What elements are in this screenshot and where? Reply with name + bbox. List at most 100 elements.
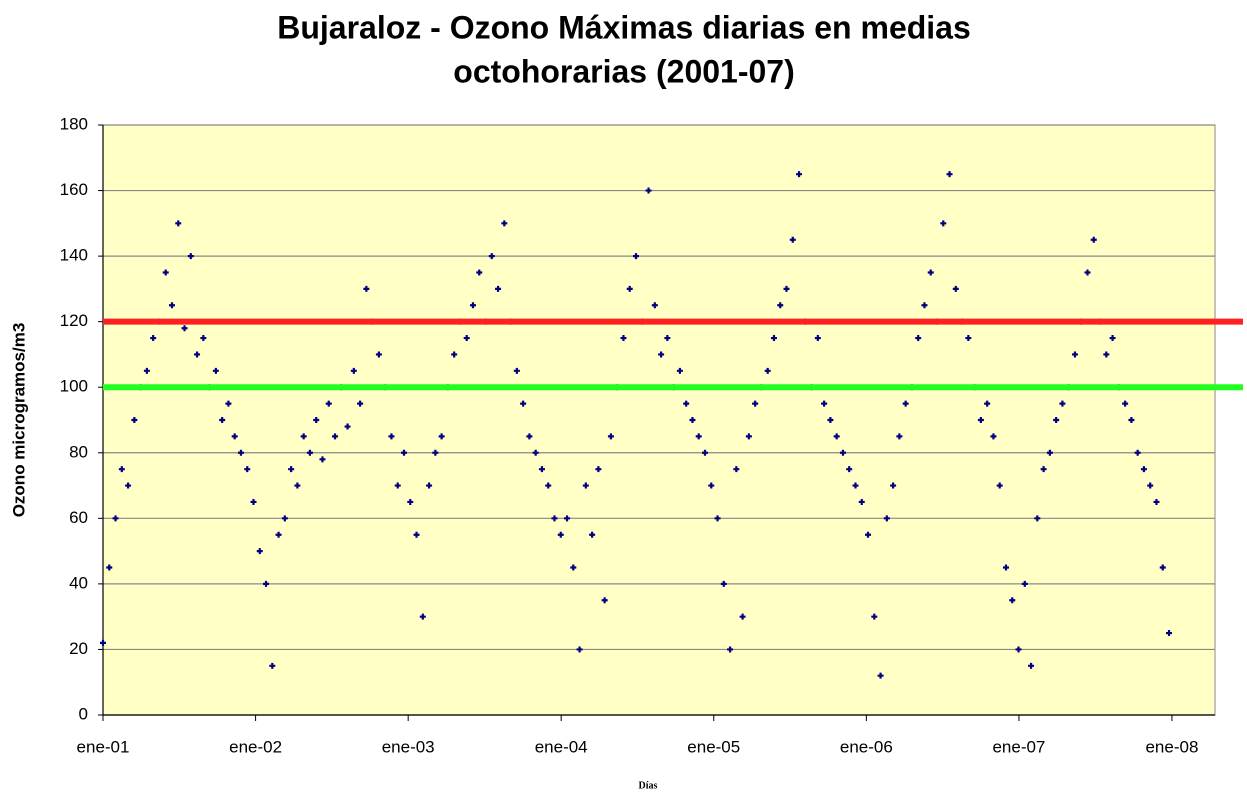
point [476, 269, 483, 276]
point [275, 531, 282, 538]
point [990, 433, 997, 440]
point [564, 515, 571, 522]
point [582, 482, 589, 489]
x-tick-label: ene-01 [77, 737, 130, 756]
point [1109, 335, 1116, 342]
point [965, 335, 972, 342]
point [269, 662, 276, 669]
point [438, 433, 445, 440]
point [1021, 580, 1028, 587]
point [896, 433, 903, 440]
point [984, 400, 991, 407]
point [150, 335, 157, 342]
y-tick-label: 140 [60, 246, 88, 265]
point [645, 187, 652, 194]
point [865, 531, 872, 538]
point [520, 400, 527, 407]
point [871, 613, 878, 620]
point [921, 302, 928, 309]
point [915, 335, 922, 342]
point [701, 449, 708, 456]
point [426, 482, 433, 489]
point [407, 498, 414, 505]
point [419, 613, 426, 620]
point [1015, 646, 1022, 653]
x-tick-label: ene-02 [229, 737, 282, 756]
point [626, 285, 633, 292]
point [658, 351, 665, 358]
x-tick-label: ene-04 [535, 737, 588, 756]
point [827, 417, 834, 423]
point [1090, 236, 1097, 243]
point [375, 351, 382, 358]
point [890, 482, 897, 489]
point [394, 482, 401, 489]
point [451, 351, 458, 358]
point [739, 613, 746, 620]
point [357, 400, 364, 407]
point [363, 285, 370, 292]
point [1159, 564, 1166, 571]
point [1166, 630, 1173, 637]
point [413, 531, 420, 538]
y-axis-label: Ozono microgramos/m3 [9, 323, 28, 518]
point [664, 335, 671, 342]
point [676, 367, 683, 374]
point [112, 515, 119, 522]
point [1140, 466, 1147, 473]
point [306, 449, 313, 456]
point [300, 433, 307, 440]
point [977, 417, 984, 423]
point [350, 367, 357, 374]
point [513, 367, 520, 374]
point [1071, 351, 1078, 358]
chart-title: Bujaraloz - Ozono Máximas diarias en med… [277, 9, 971, 45]
point [902, 400, 909, 407]
point [833, 433, 840, 440]
point [633, 253, 640, 260]
point [770, 335, 777, 342]
point [281, 515, 288, 522]
point [689, 417, 696, 423]
point [752, 400, 759, 407]
plot-area [102, 124, 1216, 716]
point [106, 564, 113, 571]
point [263, 580, 270, 587]
point [595, 466, 602, 473]
point [388, 433, 395, 440]
point [294, 482, 301, 489]
point [244, 466, 251, 473]
point [488, 253, 495, 260]
x-tick-label: ene-07 [992, 737, 1045, 756]
point [946, 171, 953, 178]
point [400, 449, 407, 456]
point [846, 466, 853, 473]
point [1046, 449, 1053, 456]
point [1103, 351, 1110, 358]
y-tick-label: 20 [69, 639, 88, 658]
point [651, 302, 658, 309]
point [877, 672, 884, 679]
point [187, 253, 194, 260]
point [996, 482, 1003, 489]
point [883, 515, 890, 522]
point [1028, 662, 1035, 669]
point [1122, 400, 1129, 407]
point [1009, 597, 1016, 604]
point [538, 466, 545, 473]
point [821, 400, 828, 407]
point [125, 482, 132, 489]
point [783, 285, 790, 292]
point [1147, 482, 1154, 489]
point [708, 482, 715, 489]
point [1002, 564, 1009, 571]
point [720, 580, 727, 587]
point [219, 417, 226, 423]
point [288, 466, 295, 473]
point [1153, 498, 1160, 505]
point [250, 498, 257, 505]
point [683, 400, 690, 407]
point [200, 335, 207, 342]
point [194, 351, 201, 358]
